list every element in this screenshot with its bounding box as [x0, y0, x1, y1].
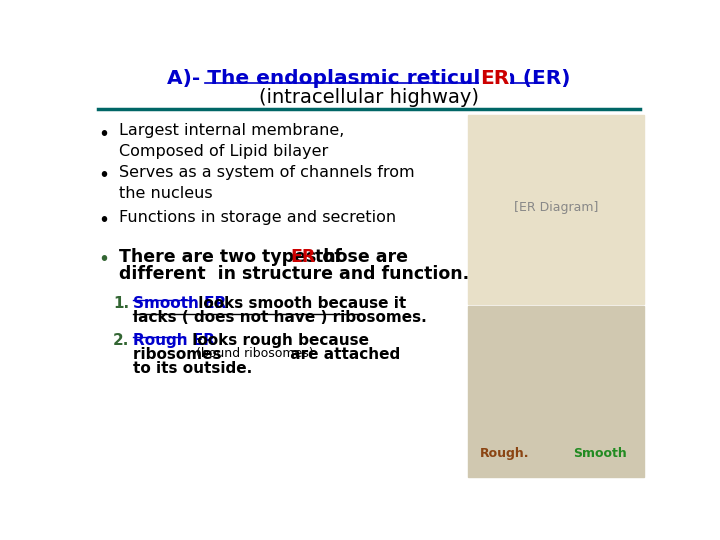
- Text: •: •: [99, 211, 109, 230]
- Text: (bound ribosomes): (bound ribosomes): [196, 347, 314, 360]
- Text: ribosomes: ribosomes: [132, 347, 226, 362]
- Text: to its outside.: to its outside.: [132, 361, 252, 376]
- Text: Smooth: Smooth: [573, 447, 627, 460]
- Text: ER: ER: [290, 248, 315, 266]
- Text: those are: those are: [309, 248, 408, 266]
- Bar: [468, 306, 644, 477]
- Text: •: •: [99, 125, 109, 144]
- Text: (intracellular highway): (intracellular highway): [259, 87, 479, 106]
- Text: Smooth ER: Smooth ER: [132, 296, 226, 311]
- Text: different  in structure and function.: different in structure and function.: [120, 265, 469, 283]
- Text: 1.: 1.: [113, 296, 130, 311]
- Text: [ER Diagram]: [ER Diagram]: [513, 201, 598, 214]
- Text: looks smooth because it: looks smooth because it: [193, 296, 406, 311]
- Text: A)- The endoplasmic reticulum (ER): A)- The endoplasmic reticulum (ER): [167, 69, 571, 88]
- Text: Largest internal membrane,
Composed of Lipid bilayer: Largest internal membrane, Composed of L…: [120, 123, 345, 159]
- Text: There are two types of: There are two types of: [120, 248, 348, 266]
- Text: are attached: are attached: [284, 347, 400, 362]
- Text: lacks ( does not have ) ribosomes.: lacks ( does not have ) ribosomes.: [132, 309, 426, 325]
- Text: Rough ER: Rough ER: [132, 333, 215, 348]
- Text: •: •: [99, 166, 109, 185]
- Text: Functions in storage and secretion: Functions in storage and secretion: [120, 210, 397, 225]
- Text: 2.: 2.: [113, 333, 130, 348]
- Text: Rough.: Rough.: [480, 447, 529, 460]
- Text: ER: ER: [480, 69, 509, 88]
- Text: •: •: [99, 249, 109, 268]
- Bar: [468, 115, 644, 303]
- Text: looks rough because: looks rough because: [187, 333, 369, 348]
- Text: Serves as a system of channels from
the nucleus: Serves as a system of channels from the …: [120, 165, 415, 201]
